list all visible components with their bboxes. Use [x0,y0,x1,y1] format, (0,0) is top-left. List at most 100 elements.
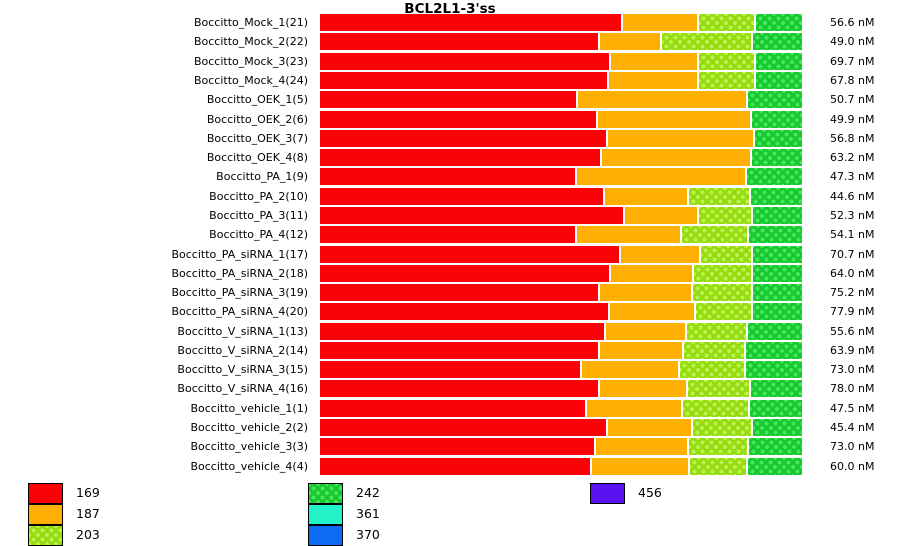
legend-swatch-361 [308,503,343,525]
bar-segment-187 [576,168,746,186]
bar-segment-203 [699,206,751,224]
bar-segment-203 [679,361,744,379]
bar-row: Boccitto_vehicle_2(2) 45.4 nM [0,418,900,437]
bar-segment-169 [320,322,605,340]
bar-segment-203 [693,419,751,437]
row-label: Boccitto_PA_4(12) [209,228,308,242]
legend-item-187: 187 [28,503,100,525]
row-value: 50.7 nM [830,93,875,107]
stacked-bar [320,380,802,398]
stacked-bar [320,168,803,186]
stacked-bar [320,341,802,359]
bar-segment-187 [577,91,747,109]
row-value: 54.1 nM [830,228,875,242]
row-label: Boccitto_Mock_2(22) [193,35,308,49]
bar-segment-203 [699,14,754,32]
bar-row: Boccitto_PA_siRNA_3(19) 75.2 nM [0,283,900,302]
bar-row: Boccitto_PA_4(12) 54.1 nM [0,225,900,244]
row-value: 44.6 nM [830,189,875,203]
stacked-bar [320,399,802,417]
stacked-bar [320,226,802,244]
bar-segment-187 [605,187,688,205]
bar-segment-187 [600,341,683,359]
stacked-bar [320,245,802,263]
row-label: Boccitto_vehicle_4(4) [190,459,308,473]
bar-row: Boccitto_PA_siRNA_2(18) 64.0 nM [0,264,900,283]
bar-segment-242 [752,264,803,282]
stacked-bar [320,110,802,128]
bar-segment-203 [689,187,749,205]
bar-segment-242 [755,71,802,89]
bar-segment-242 [755,52,803,70]
bar-row: Boccitto_OEK_2(6) 49.9 nM [0,109,900,128]
row-label: Boccitto_V_siRNA_4(16) [177,382,308,396]
row-label: Boccitto_OEK_1(5) [206,93,308,107]
legend-item-370: 370 [308,524,380,546]
bar-segment-203 [689,438,747,456]
bar-segment-169 [320,284,599,302]
legend-column: 169 187 203 [28,482,100,546]
row-label: Boccitto_vehicle_3(3) [190,440,308,454]
bar-segment-203 [687,322,746,340]
row-label: Boccitto_PA_siRNA_3(19) [171,286,308,300]
bar-segment-203 [682,226,747,244]
bar-segment-203 [696,303,751,321]
legend-swatch-456 [590,482,625,504]
stacked-bar [320,419,802,437]
bar-segment-169 [320,129,606,147]
bar-segment-169 [320,71,608,89]
bar-segment-203 [701,245,751,263]
legend-column: 242 361 370 [308,482,380,546]
bar-segment-187 [607,129,754,147]
row-label: Boccitto_Mock_4(24) [193,73,308,87]
bar-segment-242 [752,33,802,51]
legend-label: 169 [76,485,100,500]
bar-segment-242 [755,14,802,32]
bar-segment-203 [699,52,754,70]
row-label: Boccitto_PA_siRNA_1(17) [171,247,308,261]
bar-segment-187 [608,419,692,437]
bar-segment-169 [320,419,607,437]
row-value: 67.8 nM [830,73,875,87]
bar-segment-187 [581,361,678,379]
bar-segment-203 [683,399,748,417]
legend-swatch-242 [308,482,343,504]
row-value: 78.0 nM [830,382,875,396]
bar-segment-187 [611,52,698,70]
bar-segment-203 [690,457,746,475]
stacked-bar [320,129,802,147]
bar-segment-187 [591,457,689,475]
bar-segment-187 [625,206,698,224]
bar-segment-169 [320,187,604,205]
bar-segment-242 [752,245,802,263]
bar-segment-242 [752,303,802,321]
bar-row: Boccitto_PA_siRNA_1(17) 70.7 nM [0,244,900,263]
bar-segment-242 [755,129,802,147]
bar-row: Boccitto_Mock_3(23) 69.7 nM [0,52,900,71]
legend-label: 456 [638,485,662,500]
row-label: Boccitto_OEK_3(7) [206,131,308,145]
bar-segment-187 [586,399,682,417]
bar-segment-203 [694,264,751,282]
bar-segment-169 [320,341,599,359]
bar-segment-187 [611,264,693,282]
row-label: Boccitto_OEK_2(6) [206,112,308,126]
bar-segment-203 [684,341,744,359]
row-label: Boccitto_PA_1(9) [216,170,308,184]
stacked-bar [320,457,802,475]
stacked-bar [320,322,802,340]
legend-item-456: 456 [590,482,662,504]
bar-row: Boccitto_V_siRNA_1(13) 55.6 nM [0,322,900,341]
stacked-bar [320,361,802,379]
bar-segment-169 [320,206,624,224]
row-value: 56.6 nM [830,16,875,30]
bar-rows-container: Boccitto_Mock_1(21) 56.6 nM Boccitto_Mock_… [0,13,900,476]
bar-row: Boccitto_PA_1(9) 47.3 nM [0,167,900,186]
bar-segment-242 [752,110,802,128]
bar-row: Boccitto_OEK_4(8) 63.2 nM [0,148,900,167]
stacked-bar [320,71,802,89]
bar-segment-242 [747,322,802,340]
legend-label: 242 [356,485,380,500]
legend-label: 361 [356,506,380,521]
